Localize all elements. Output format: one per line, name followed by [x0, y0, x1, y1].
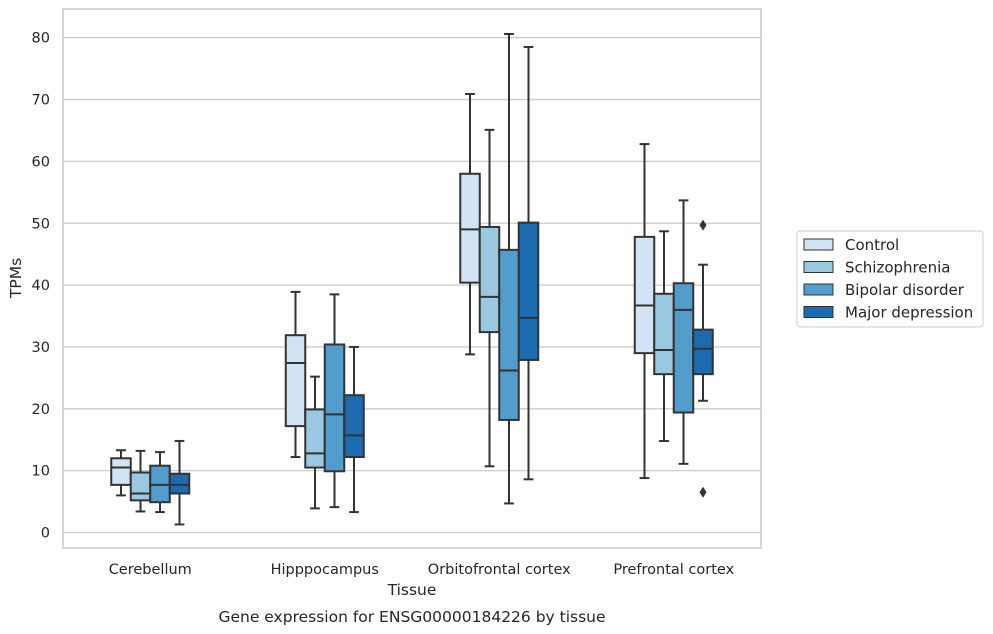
legend-label: Control	[845, 236, 899, 254]
box-control	[633, 143, 656, 480]
y-tick-label: 0	[41, 526, 50, 542]
y-tick-label: 70	[32, 93, 50, 109]
box-schizophrenia	[478, 128, 501, 468]
outlier-point	[699, 219, 707, 231]
chart-caption: Gene expression for ENSG00000184226 by t…	[218, 608, 605, 626]
x-axis-ticks: Cerebellum Hipppocampus Orbitofrontal cort…	[109, 562, 735, 578]
box-iqr	[343, 394, 365, 459]
box-control	[459, 92, 481, 356]
legend-frame	[796, 230, 984, 328]
box-iqr	[633, 235, 656, 355]
outlier-point	[699, 486, 707, 498]
y-tick-label: 20	[32, 402, 50, 418]
box-iqr	[284, 334, 307, 428]
box-iqr	[110, 457, 132, 486]
box-major-depression	[343, 345, 365, 514]
box-iqr	[692, 328, 714, 376]
legend-swatch	[803, 306, 834, 318]
box-bipolar-disorder	[149, 451, 171, 514]
legend-label: Schizophrenia	[845, 259, 950, 277]
x-tick-label: Cerebellum	[109, 562, 192, 578]
legend-swatch	[803, 261, 834, 273]
box-groups	[110, 32, 714, 526]
box-major-depression	[517, 45, 540, 481]
y-tick-label: 50	[32, 216, 50, 232]
box-iqr	[478, 225, 501, 334]
legend-swatch	[803, 238, 834, 251]
y-axis-label: TPMs	[7, 258, 25, 299]
box-iqr	[653, 292, 675, 376]
y-tick-label: 40	[32, 278, 50, 294]
box-iqr	[168, 472, 191, 495]
box-iqr	[517, 221, 540, 361]
x-axis-label: Tissue	[387, 581, 437, 599]
box-iqr	[129, 471, 152, 502]
box-iqr	[323, 343, 346, 473]
y-tick-label: 60	[32, 154, 50, 170]
box-schizophrenia	[653, 230, 675, 442]
legend-label: Major depression	[845, 304, 973, 322]
box-bipolar-disorder	[323, 293, 346, 509]
plot-frame	[62, 8, 762, 549]
y-axis-ticks: 0 10 20 30 40 50 60 70 80	[32, 31, 50, 542]
legend: Control Schizophrenia Bipolar disorder Majo…	[796, 230, 984, 328]
box-iqr	[672, 282, 695, 414]
box-major-depression	[692, 219, 714, 498]
box-iqr	[304, 408, 326, 469]
legend-label: Bipolar disorder	[845, 281, 965, 299]
box-schizophrenia	[129, 449, 152, 513]
y-tick-label: 30	[32, 340, 50, 356]
x-tick-label: Orbitofrontal cortex	[428, 562, 571, 578]
box-iqr	[498, 248, 520, 421]
box-major-depression	[168, 439, 191, 526]
x-tick-label: Hipppocampus	[271, 562, 379, 578]
y-tick-label: 10	[32, 464, 50, 480]
box-iqr	[459, 172, 481, 284]
x-tick-label: Prefrontal cortex	[613, 562, 734, 578]
legend-swatch	[803, 283, 834, 296]
box-control	[284, 290, 307, 459]
y-tick-label: 80	[32, 31, 50, 47]
